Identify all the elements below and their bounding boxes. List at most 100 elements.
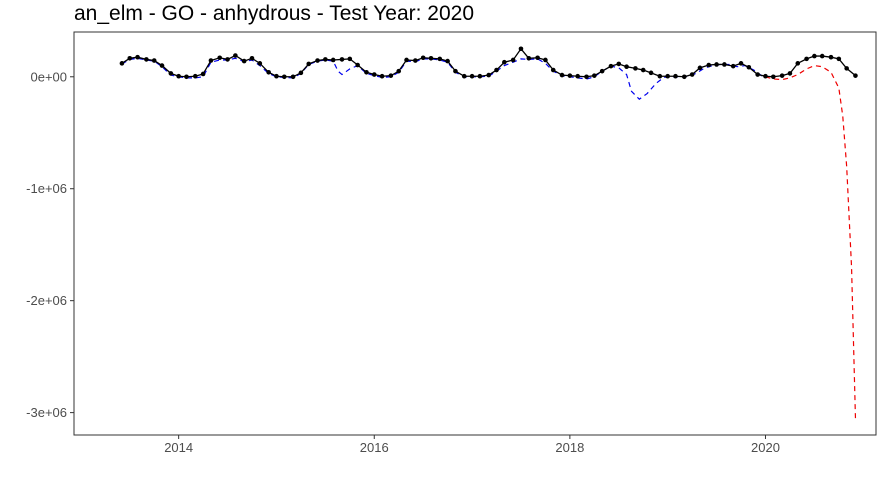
data-point	[657, 73, 663, 79]
data-point	[755, 72, 760, 77]
data-point	[575, 73, 580, 79]
data-point	[298, 70, 304, 76]
data-point	[453, 68, 458, 74]
plot-panel-border	[73, 31, 877, 436]
data-point	[550, 67, 556, 73]
data-point	[420, 55, 426, 61]
data-point	[428, 56, 434, 61]
data-point	[812, 53, 817, 59]
data-point	[640, 67, 646, 73]
data-point	[795, 61, 801, 66]
data-point	[494, 67, 499, 73]
data-point	[306, 61, 312, 67]
data-point	[730, 63, 736, 69]
data-point	[281, 74, 287, 80]
data-point	[608, 63, 614, 69]
data-point	[200, 71, 206, 77]
data-point	[673, 73, 678, 79]
y-tick-label: -1e+06	[26, 181, 67, 196]
x-tick-label: 2018	[555, 440, 584, 455]
y-tick-label: -2e+06	[26, 293, 67, 308]
data-point	[682, 74, 687, 80]
series-layer	[119, 46, 858, 419]
data-point	[159, 63, 165, 68]
series-line-1	[121, 47, 856, 78]
series-line-3	[765, 64, 857, 419]
data-point	[567, 73, 573, 78]
x-tick-label: 2020	[751, 440, 780, 455]
data-point	[217, 55, 223, 61]
data-point	[616, 61, 622, 67]
data-point	[184, 74, 189, 80]
data-point	[208, 58, 214, 63]
y-axis: 0e+00 -1e+06 -2e+06 -3e+06	[26, 69, 74, 420]
data-point	[364, 70, 369, 75]
y-tick-label: 0e+00	[30, 69, 67, 84]
data-point	[379, 73, 385, 79]
y-tick-label: -3e+06	[26, 405, 67, 420]
data-point	[339, 57, 345, 62]
data-point	[592, 73, 597, 78]
data-point	[706, 62, 712, 68]
data-point	[241, 58, 247, 64]
data-point	[779, 73, 785, 78]
x-tick-label: 2014	[164, 440, 193, 455]
data-point	[819, 53, 825, 59]
data-point	[477, 73, 483, 79]
data-point	[599, 68, 605, 74]
data-point	[828, 54, 834, 60]
data-point	[249, 56, 255, 61]
data-point	[355, 62, 360, 68]
data-point	[176, 73, 181, 79]
data-point	[290, 74, 296, 80]
data-point	[469, 73, 475, 79]
data-point	[584, 74, 589, 80]
data-point	[127, 56, 133, 61]
data-point	[714, 62, 719, 67]
data-point	[559, 72, 565, 78]
data-point	[844, 66, 849, 71]
data-point	[722, 62, 727, 67]
data-point	[266, 70, 271, 75]
data-point	[510, 57, 516, 63]
data-point	[404, 57, 409, 63]
data-point	[396, 68, 402, 74]
data-point	[347, 56, 353, 62]
data-point	[413, 58, 418, 63]
data-point	[518, 46, 524, 52]
data-point	[804, 56, 809, 62]
data-point	[771, 74, 776, 80]
data-point	[151, 58, 157, 63]
data-point	[330, 57, 336, 63]
chart-title: an_elm - GO - anhydrous - Test Year: 202…	[74, 2, 475, 25]
data-point	[144, 57, 149, 62]
data-point	[135, 54, 140, 60]
data-point	[787, 71, 793, 76]
data-point	[225, 57, 230, 62]
data-point	[257, 61, 263, 66]
data-point	[746, 64, 752, 70]
data-point	[233, 53, 238, 58]
data-point	[486, 72, 491, 78]
data-point	[323, 57, 328, 62]
data-point	[853, 73, 858, 78]
data-point	[192, 73, 198, 79]
series-line-2	[121, 57, 766, 100]
data-point	[624, 64, 629, 70]
data-point	[371, 72, 377, 77]
data-point	[648, 70, 654, 76]
data-point	[168, 71, 174, 76]
data-point	[836, 56, 842, 62]
x-tick-label: 2016	[360, 440, 389, 455]
data-point	[502, 59, 507, 65]
data-point	[119, 61, 125, 66]
data-point	[543, 57, 548, 63]
data-point	[763, 73, 768, 79]
data-point	[461, 73, 467, 79]
data-point	[689, 72, 695, 77]
x-axis: 2014 2016 2018 2020	[164, 435, 780, 455]
data-point	[526, 56, 532, 61]
data-point	[633, 66, 638, 71]
